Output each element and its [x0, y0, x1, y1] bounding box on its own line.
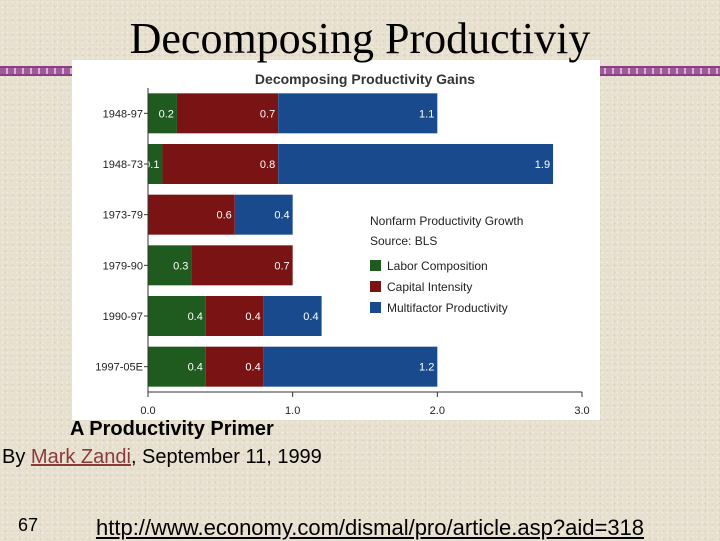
decorative-rule-right — [598, 66, 720, 76]
x-tick-label: 0.0 — [140, 405, 155, 417]
category-label: 1973-79 — [103, 210, 143, 222]
chart-title: Decomposing Productivity Gains — [255, 71, 475, 87]
bar-1990-97-2 — [263, 296, 322, 336]
legend-label: Multifactor Productivity — [387, 301, 508, 315]
author-link[interactable]: Mark Zandi — [30, 446, 131, 468]
bar-1979-90-0 — [148, 245, 192, 286]
category-label: 1948-73 — [103, 159, 143, 171]
data-label: 0.8 — [260, 159, 275, 171]
bar-1997-05E-1 — [205, 346, 264, 387]
data-label: 0.6 — [217, 210, 232, 222]
caption-by: By — [2, 446, 31, 468]
bar-1948-97-1 — [176, 93, 279, 134]
decorative-rule-left — [0, 66, 75, 76]
data-label: 0.4 — [245, 311, 260, 323]
data-label: 1.2 — [419, 362, 434, 374]
data-label: 0.2 — [159, 108, 174, 120]
x-tick-label: 2.0 — [430, 405, 445, 417]
bar-1990-97-1 — [205, 296, 264, 336]
slide-title: Decomposing Productiviy — [129, 14, 591, 63]
bar-1997-05E-0 — [148, 346, 206, 387]
data-label: 1.9 — [535, 159, 550, 171]
category-label: 1990-97 — [103, 311, 143, 323]
bar-1997-05E-2 — [263, 346, 438, 387]
data-label: 0.1 — [144, 159, 159, 171]
data-label: 0.4 — [274, 210, 289, 222]
data-label: 0.7 — [274, 260, 289, 272]
caption-date: , September 11, 1999 — [130, 446, 322, 468]
bar-1948-97-2 — [278, 93, 438, 134]
bar-1948-73-1 — [162, 144, 279, 184]
bar-1973-79-1 — [148, 194, 235, 235]
slide-number: 67 — [18, 515, 39, 535]
productivity-chart: Decomposing Productivity Gains 0.2 0.7 1.1 1… — [95, 71, 589, 417]
data-label: 0.4 — [245, 362, 260, 374]
data-label: 0.4 — [188, 362, 203, 374]
data-label: 0.7 — [260, 108, 275, 120]
chart-note: Nonfarm Productivity Growth — [370, 214, 523, 228]
legend-swatch — [370, 302, 381, 313]
data-label: 0.3 — [173, 260, 188, 272]
bar-1973-79-2 — [234, 194, 293, 235]
caption-title: A Productivity Primer — [70, 418, 274, 440]
category-label: 1979-90 — [103, 260, 143, 272]
data-label: 0.4 — [303, 311, 318, 323]
legend-label: Capital Intensity — [387, 280, 472, 294]
bar-1948-73-2 — [278, 144, 554, 184]
category-label: 1948-97 — [103, 108, 143, 120]
legend-swatch — [370, 260, 381, 271]
caption-byline: By Mark Zandi, September 11, 1999 — [2, 446, 322, 469]
data-label: 0.4 — [188, 311, 203, 323]
x-tick-label: 3.0 — [574, 405, 589, 417]
legend-swatch — [370, 281, 381, 292]
data-label: 1.1 — [419, 108, 434, 120]
source-url-link[interactable]: http://www.economy.com/dismal/pro/articl… — [96, 515, 645, 540]
legend-label: Labor Composition — [387, 259, 488, 273]
chart-panel: Decomposing Productivity Gains 0.2 0.7 1.1 1… — [72, 60, 600, 420]
category-label: 1997-05E — [95, 362, 143, 374]
bar-1979-90-1 — [191, 245, 293, 286]
x-tick-label: 1.0 — [285, 405, 300, 417]
chart-note: Source: BLS — [370, 234, 437, 248]
bar-1948-97-0 — [148, 93, 177, 134]
bar-1948-73-0 — [148, 144, 163, 184]
bar-1990-97-0 — [148, 296, 206, 336]
